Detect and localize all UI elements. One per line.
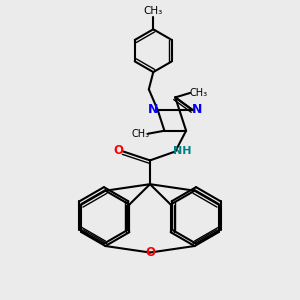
Text: NH: NH	[173, 146, 192, 156]
Text: CH₃: CH₃	[132, 129, 150, 139]
Text: O: O	[145, 246, 155, 259]
Text: O: O	[113, 144, 123, 158]
Text: CH₃: CH₃	[189, 88, 207, 98]
Text: N: N	[192, 103, 202, 116]
Text: CH₃: CH₃	[144, 6, 163, 16]
Text: N: N	[148, 103, 158, 116]
